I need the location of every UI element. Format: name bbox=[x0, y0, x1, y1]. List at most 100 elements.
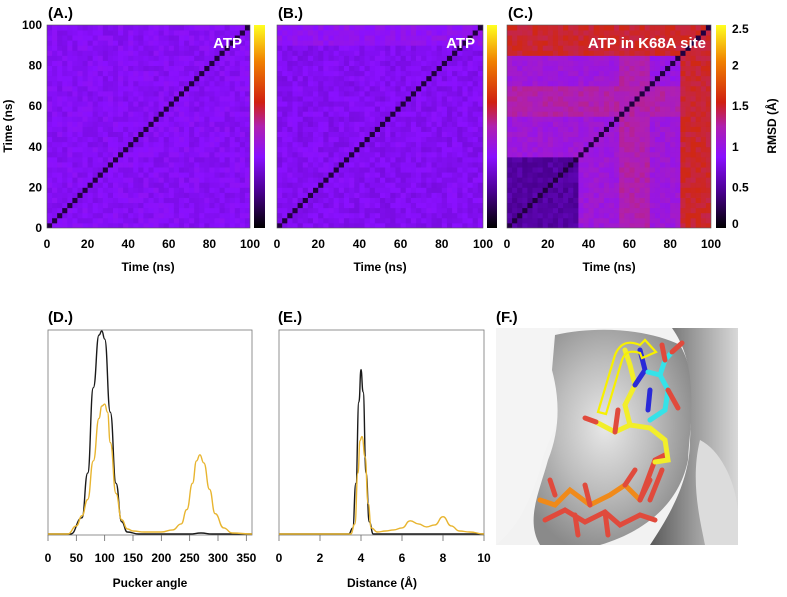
heatmap-c-cell bbox=[522, 146, 528, 153]
heatmap-b-cell bbox=[462, 167, 468, 173]
heatmap-a-cell bbox=[163, 85, 170, 92]
heatmap-a-cell bbox=[107, 55, 114, 61]
heatmap-a-cell bbox=[214, 65, 220, 72]
heatmap-a-cell bbox=[133, 187, 139, 193]
heatmap-b-cell bbox=[436, 151, 443, 158]
heatmap-b-cell bbox=[380, 146, 386, 153]
heatmap-c-cell bbox=[685, 75, 691, 82]
heatmap-c-cell bbox=[603, 126, 610, 132]
heatmap-b-cell bbox=[349, 182, 355, 188]
heatmap-b-cell bbox=[349, 177, 355, 183]
heatmap-a-cell bbox=[77, 136, 83, 143]
heatmap-a-cell bbox=[92, 156, 99, 163]
heatmap-c-cell bbox=[614, 96, 620, 102]
heatmap-a-cell bbox=[163, 50, 170, 56]
heatmap-b-cell bbox=[359, 70, 365, 77]
heatmap-a-cell bbox=[219, 90, 226, 97]
heatmap-b-cell bbox=[287, 172, 293, 178]
heatmap-b-cell bbox=[457, 162, 463, 168]
heatmap-c-cell bbox=[634, 80, 640, 87]
heatmap-c-cell bbox=[609, 207, 615, 214]
heatmap-c-cell bbox=[665, 156, 671, 163]
heatmap-a-cell bbox=[224, 40, 231, 46]
heatmap-b-cell bbox=[277, 167, 283, 173]
heatmap-a-cell bbox=[219, 212, 226, 219]
heatmap-c-cell bbox=[634, 162, 640, 168]
heatmap-b-cell bbox=[349, 116, 355, 122]
heatmap-b-cell bbox=[282, 55, 288, 61]
heatmap-b-cell bbox=[277, 187, 283, 193]
heatmap-b-cell bbox=[395, 187, 401, 193]
heatmap-a-cell bbox=[148, 192, 154, 198]
heatmap-a-cell bbox=[87, 207, 94, 214]
heatmap-b-cell bbox=[400, 156, 407, 163]
heatmap-c-cell bbox=[568, 40, 574, 46]
heatmap-a-cell bbox=[72, 156, 78, 163]
heatmap-a-cell bbox=[234, 90, 241, 97]
heatmap-a-cell bbox=[123, 217, 129, 224]
heatmap-a-cell bbox=[52, 136, 58, 143]
heatmap-c-cell bbox=[639, 217, 646, 224]
heatmap-c-cell bbox=[660, 182, 666, 188]
heatmap-c-cell bbox=[558, 25, 564, 31]
heatmap-c-cell bbox=[522, 85, 528, 92]
heatmap-b-cell bbox=[307, 96, 314, 102]
heatmap-a-cell bbox=[97, 25, 104, 31]
heatmap-a-cell bbox=[239, 131, 246, 138]
heatmap-a-cell bbox=[112, 65, 119, 72]
colorbar-tick-label: 2 bbox=[732, 59, 739, 73]
heatmap-b-cell bbox=[343, 111, 350, 117]
heatmap-c-cell bbox=[690, 212, 697, 219]
heatmap-b-cell bbox=[390, 116, 396, 122]
heatmap-c-cell bbox=[527, 106, 533, 112]
heatmap-b-cell bbox=[297, 197, 304, 204]
heatmap-b-cell bbox=[287, 182, 293, 188]
heatmap-a-cell bbox=[82, 101, 89, 107]
heatmap-a-cell bbox=[224, 187, 231, 193]
heatmap-c-cell bbox=[522, 131, 528, 138]
heatmap-b-cell bbox=[323, 131, 329, 138]
heatmap-b-cell bbox=[323, 80, 329, 87]
heatmap-a-cell bbox=[77, 156, 83, 163]
heatmap-c-cell bbox=[660, 192, 666, 198]
heatmap-b-cell bbox=[431, 75, 438, 82]
heatmap-a-cell bbox=[67, 75, 73, 82]
heatmap-a-cell bbox=[118, 90, 124, 97]
heatmap-c-cell bbox=[660, 222, 666, 228]
heatmap-c-cell bbox=[558, 177, 564, 183]
heatmap-c-cell bbox=[690, 162, 697, 168]
heatmap-c-cell bbox=[680, 172, 686, 178]
heatmap-a-cell bbox=[143, 80, 149, 87]
heatmap-b-cell bbox=[287, 207, 293, 214]
heatmap-a-cell bbox=[52, 121, 58, 127]
heatmap-a-cell bbox=[143, 45, 149, 51]
heatmap-a-cell bbox=[229, 50, 236, 56]
heatmap-a-cell bbox=[244, 182, 250, 188]
heatmap-a-cell bbox=[128, 111, 134, 117]
heatmap-b-cell bbox=[374, 156, 381, 163]
heatmap-b-cell bbox=[318, 116, 324, 122]
heatmap-b-cell bbox=[410, 202, 417, 209]
heatmap-c-cell bbox=[573, 75, 579, 82]
heatmap-c-cell bbox=[629, 101, 635, 107]
heatmap-a-cell bbox=[224, 25, 231, 31]
x-tick-b-tick-label: 60 bbox=[394, 237, 408, 251]
heatmap-c-cell bbox=[583, 182, 589, 188]
heatmap-b-cell bbox=[477, 197, 483, 204]
heatmap-a-cell bbox=[234, 151, 241, 158]
heatmap-a-cell bbox=[67, 222, 73, 228]
heatmap-a-cell bbox=[239, 146, 246, 153]
heatmap-a-cell bbox=[138, 172, 144, 178]
heatmap-c-cell bbox=[522, 156, 528, 163]
heatmap-b-cell bbox=[282, 156, 288, 163]
heatmap-a-cell bbox=[82, 116, 89, 122]
heatmap-b-cell bbox=[452, 116, 458, 122]
heatmap-c-cell bbox=[507, 202, 513, 209]
heatmap-c-cell bbox=[573, 187, 579, 193]
heatmap-a-cell bbox=[194, 116, 200, 122]
heatmap-b-cell bbox=[436, 202, 443, 209]
heatmap-a-cell bbox=[97, 136, 104, 143]
heatmap-a-cell bbox=[189, 126, 195, 132]
heatmap-b-cell bbox=[287, 177, 293, 183]
heatmap-c-cell bbox=[603, 55, 610, 61]
